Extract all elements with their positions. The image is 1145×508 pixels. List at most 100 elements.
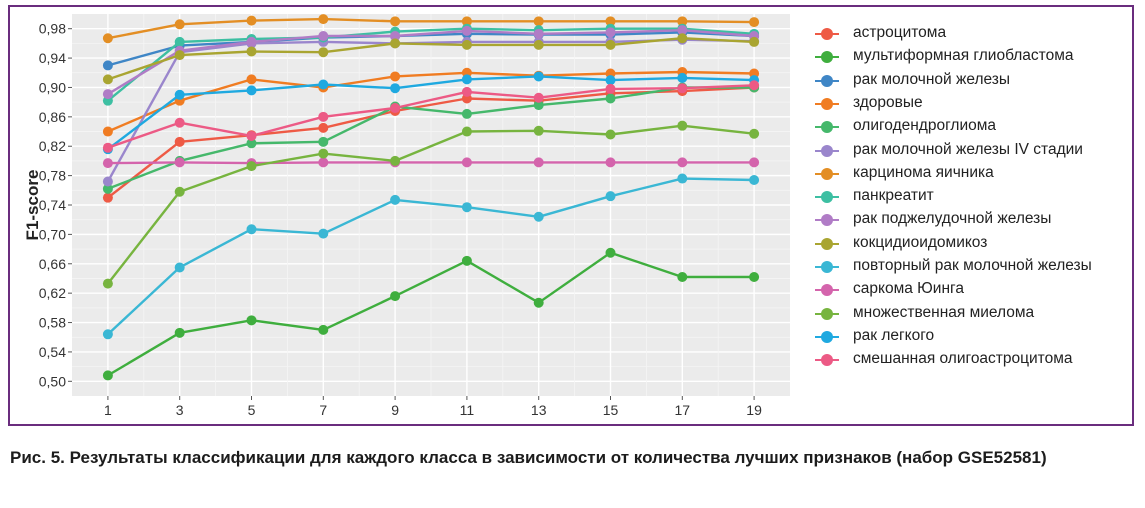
data-point bbox=[605, 129, 616, 140]
legend-swatch-dot bbox=[821, 284, 833, 297]
data-point bbox=[677, 33, 688, 44]
data-point bbox=[533, 28, 544, 39]
data-point bbox=[174, 50, 185, 61]
y-tick-label: 0,90 bbox=[39, 79, 66, 95]
legend-swatch-dot bbox=[821, 330, 833, 343]
data-point bbox=[677, 120, 688, 131]
series-line bbox=[107, 75, 755, 151]
data-point bbox=[533, 100, 544, 111]
data-point bbox=[102, 89, 113, 100]
legend-label: панкреатит bbox=[853, 187, 934, 205]
data-point bbox=[246, 36, 257, 47]
legend-label: рак поджелудочной железы bbox=[853, 210, 1052, 228]
y-tick-label: 0,70 bbox=[39, 226, 66, 242]
data-point bbox=[605, 247, 616, 258]
data-point bbox=[246, 85, 257, 96]
series-line bbox=[107, 251, 755, 377]
data-point bbox=[246, 224, 257, 235]
data-point bbox=[174, 136, 185, 147]
data-point bbox=[605, 27, 616, 38]
legend-swatch-dot bbox=[821, 354, 833, 367]
data-point bbox=[677, 173, 688, 184]
data-point bbox=[390, 71, 401, 82]
legend-swatch-dot bbox=[821, 307, 833, 320]
y-tick-label: 0,74 bbox=[39, 197, 66, 213]
y-tick-label: 0,98 bbox=[39, 21, 66, 37]
data-point bbox=[246, 161, 257, 172]
data-point bbox=[749, 80, 760, 91]
x-tick-label: 9 bbox=[391, 402, 399, 418]
data-point bbox=[390, 38, 401, 49]
x-tick-label: 1 bbox=[104, 402, 112, 418]
data-point bbox=[102, 329, 113, 340]
series-line bbox=[106, 124, 755, 285]
data-point bbox=[390, 155, 401, 166]
legend-swatch-dot bbox=[821, 237, 833, 250]
legend-label: множественная миелома bbox=[853, 303, 1035, 321]
data-point bbox=[533, 39, 544, 50]
y-tick-label: 0,58 bbox=[39, 315, 66, 331]
data-point bbox=[174, 89, 185, 100]
series-7 bbox=[102, 14, 760, 44]
y-tick-label: 0,62 bbox=[39, 285, 66, 301]
data-point bbox=[246, 15, 257, 26]
data-point bbox=[461, 255, 472, 266]
legend-swatch-dot bbox=[821, 167, 833, 180]
series-line bbox=[107, 84, 755, 149]
data-point bbox=[102, 192, 113, 203]
data-point bbox=[102, 176, 113, 187]
data-point bbox=[605, 83, 616, 94]
data-series bbox=[102, 14, 760, 381]
data-point bbox=[318, 31, 329, 42]
legend-swatch-dot bbox=[821, 28, 833, 40]
series-line bbox=[107, 17, 755, 40]
legend-label: повторный рак молочной железы bbox=[853, 257, 1092, 274]
data-point bbox=[533, 71, 544, 82]
data-point bbox=[102, 370, 113, 381]
y-tick-label: 0,66 bbox=[39, 256, 66, 272]
data-point bbox=[318, 47, 329, 58]
data-point bbox=[246, 74, 257, 85]
series-10 bbox=[102, 33, 760, 85]
data-point bbox=[605, 157, 616, 168]
data-point bbox=[102, 33, 113, 44]
data-point bbox=[246, 46, 257, 57]
data-point bbox=[605, 191, 616, 202]
data-point bbox=[461, 202, 472, 213]
legend-swatch-dot bbox=[821, 144, 833, 157]
data-point bbox=[102, 183, 113, 194]
data-point bbox=[677, 271, 688, 282]
data-point bbox=[174, 19, 185, 30]
data-point bbox=[318, 122, 329, 133]
series-line bbox=[107, 86, 755, 190]
series-13 bbox=[102, 120, 760, 289]
data-point bbox=[461, 25, 472, 36]
legend-swatch-dot bbox=[821, 97, 833, 110]
data-point bbox=[318, 148, 329, 159]
data-point bbox=[605, 93, 616, 104]
data-point bbox=[174, 186, 185, 197]
x-tick-label: 11 bbox=[460, 402, 475, 418]
legend-label: рак молочной железы bbox=[853, 70, 1011, 88]
f1-score-line-chart: 0,50 0,54 0,58 0,62 0,66 0,70 0,74 0,78 0,82 0,86… bbox=[23, 14, 790, 418]
data-point bbox=[533, 125, 544, 136]
data-point bbox=[677, 83, 688, 94]
series-line bbox=[107, 70, 755, 133]
x-tick-label: 17 bbox=[675, 402, 691, 418]
data-point bbox=[533, 297, 544, 308]
data-point bbox=[533, 92, 544, 103]
data-point bbox=[318, 111, 329, 122]
data-point bbox=[318, 136, 329, 147]
data-point bbox=[390, 83, 401, 94]
legend-swatch-dot bbox=[821, 214, 833, 227]
legend-swatch-dot bbox=[821, 121, 833, 134]
data-point bbox=[246, 315, 257, 326]
data-point bbox=[102, 60, 113, 71]
data-point bbox=[390, 31, 401, 42]
data-point bbox=[246, 130, 257, 141]
data-point bbox=[749, 36, 760, 47]
data-point bbox=[749, 128, 760, 139]
figure-caption: Рис. 5. Результаты классификации для каж… bbox=[10, 448, 1047, 467]
data-point bbox=[174, 327, 185, 338]
data-point bbox=[677, 16, 688, 27]
